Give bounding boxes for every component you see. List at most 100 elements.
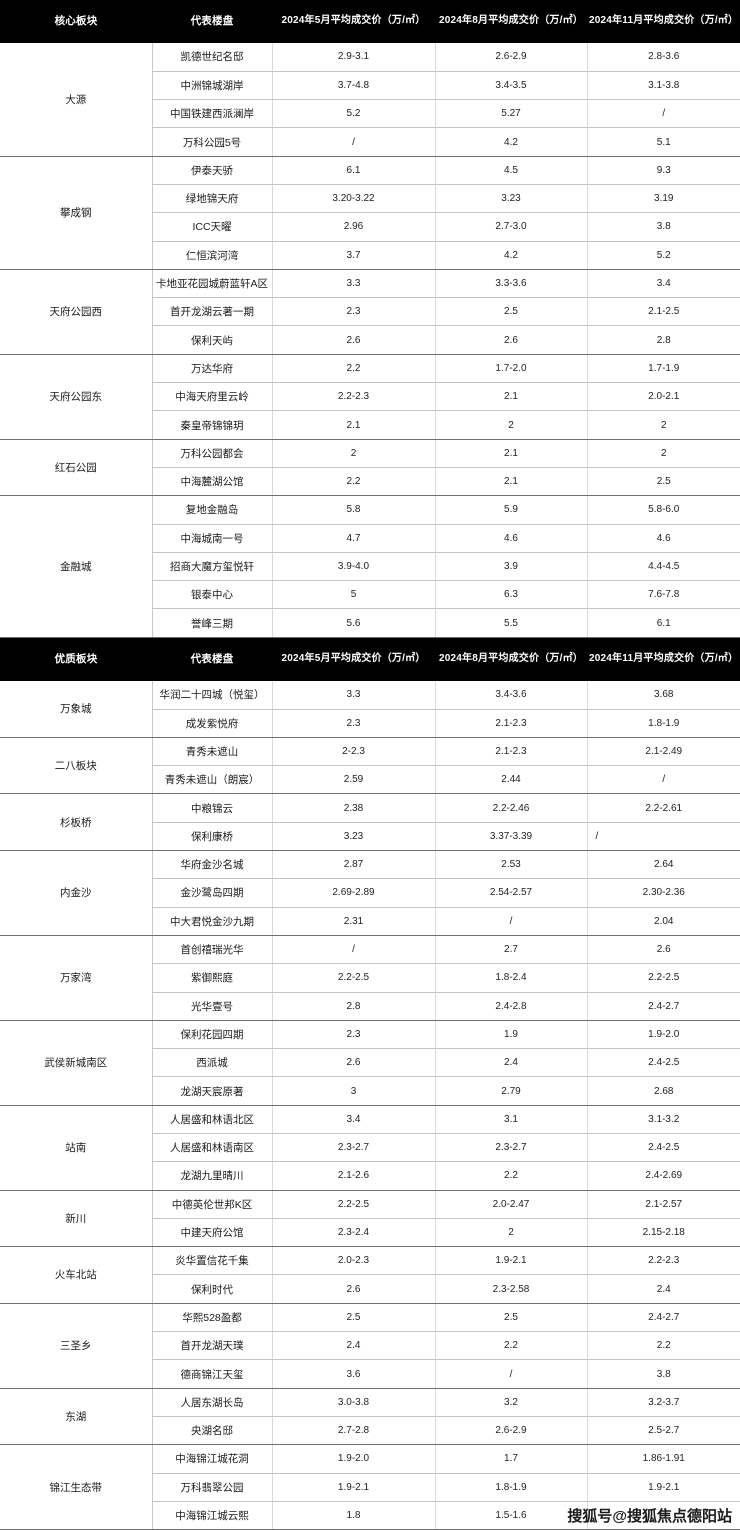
price-nov-cell: 3.2-3.7 (587, 1388, 740, 1417)
project-name-cell: 卡地亚花园城蔚蓝轩A区 (151, 269, 273, 299)
price-aug-cell: 2.1-2.3 (435, 737, 588, 767)
sector-cell: 金融城 (0, 495, 153, 638)
project-name-cell: 仁恒滨河湾 (151, 241, 273, 270)
price-may-cell: 1.8 (272, 1501, 436, 1530)
price-nov-cell: 2.15-2.18 (587, 1218, 740, 1248)
price-aug-cell: 5.5 (435, 608, 588, 638)
price-aug-cell: / (435, 907, 588, 936)
project-name-cell: 保利花园四期 (151, 1020, 273, 1050)
project-name-cell: 万科公园5号 (151, 127, 273, 157)
price-aug-cell: 4.2 (435, 127, 588, 157)
price-nov-cell: 2.6 (587, 935, 740, 965)
price-aug-cell: 1.7 (435, 1444, 588, 1474)
sector-cell: 天府公园东 (0, 354, 153, 440)
price-aug-cell: 6.3 (435, 580, 588, 610)
price-aug-cell: 2.1 (435, 382, 588, 412)
price-may-cell: 2.8 (272, 992, 436, 1021)
table-row: 大源 凯德世纪名邸 2.9-3.1 2.6-2.9 2.8-3.6 (0, 43, 740, 157)
price-aug-cell: 3.23 (435, 184, 588, 214)
price-nov-cell: 2.68 (587, 1076, 740, 1106)
table-row: 天府公园西 卡地亚花园城蔚蓝轩A区 3.3 3.3-3.6 3.4 (0, 269, 740, 355)
price-nov-cell: 2 (587, 410, 740, 440)
price-may-cell: 2.2-2.5 (272, 963, 436, 993)
price-nov-cell: 2.1-2.49 (587, 737, 740, 767)
project-name-cell: 绿地锦天府 (151, 184, 273, 214)
price-aug-cell: 1.9-2.1 (435, 1246, 588, 1276)
project-name-cell: 金沙鹭岛四期 (151, 878, 273, 908)
price-aug-cell: 2.1 (435, 467, 588, 497)
project-name-cell: 华熙528盈都 (151, 1303, 273, 1333)
price-aug-cell: 2.44 (435, 765, 588, 795)
column-header-nov: 2024年11月平均成交价（万/㎡） (587, 637, 740, 681)
column-header-nov: 2024年11月平均成交价（万/㎡） (587, 0, 740, 43)
table-row: 天府公园东 万达华府 2.2 1.7-2.0 1.7-1.9 (0, 354, 740, 440)
price-may-cell: 5.6 (272, 608, 436, 638)
table-row: 保利康桥 3.23 3.37-3.39/ (0, 822, 740, 852)
table-row: 秦皇帝锦锦玥 2.1 2 2 (0, 410, 740, 440)
table-row: 金融城 复地金融岛 5.8 5.9 5.8-6.0 (0, 495, 740, 638)
table-row: 中海麓湖公馆 2.2 2.1 2.5 (0, 467, 740, 497)
price-may-cell: 2.1-2.6 (272, 1161, 436, 1191)
price-aug-cell: 3.1 (435, 1105, 588, 1134)
price-aug-cell: 3.4-3.5 (435, 71, 588, 101)
price-aug-cell: 2.1 (435, 439, 588, 468)
price-nov-cell: 6.1 (587, 608, 740, 638)
project-name-cell: 华润二十四城（悦玺） (151, 680, 273, 710)
table-row: 新川 中德英伦世邦K区 2.2-2.5 2.0-2.47 2.1-2.57 (0, 1190, 740, 1248)
sector-cell: 二八板块 (0, 737, 153, 795)
table-row: 中国铁建西派澜岸 5.2 5.27/ (0, 99, 740, 129)
table-row: 招商大魔方玺悦轩 3.9-4.0 3.9 4.4-4.5 (0, 552, 740, 582)
project-name-cell: 中海城南一号 (151, 524, 273, 553)
price-aug-cell: 4.5 (435, 156, 588, 185)
price-nov-cell: 3.8 (587, 1359, 740, 1389)
price-may-cell: 2.59 (272, 765, 436, 795)
price-may-cell: 2.6 (272, 1048, 436, 1078)
price-may-cell: 2.87 (272, 850, 436, 880)
price-may-cell: 3.0-3.8 (272, 1388, 436, 1417)
price-nov-cell: 9.3 (587, 156, 740, 185)
price-aug-cell: 1.7-2.0 (435, 354, 588, 384)
price-may-cell: 3.20-3.22 (272, 184, 436, 214)
price-may-cell: 6.1 (272, 156, 436, 185)
price-may-cell: 2.2-2.3 (272, 382, 436, 412)
column-header-project: 代表楼盘 (152, 0, 272, 43)
table-row: 中建天府公馆 2.3-2.4 2 2.15-2.18 (0, 1218, 740, 1248)
price-may-cell: 2 (272, 439, 436, 468)
price-may-cell: 2.31 (272, 907, 436, 936)
price-nov-cell: 3.68 (587, 680, 740, 710)
table-row: 站南 人居盛和林语北区 3.4 3.1 3.1-3.2 (0, 1105, 740, 1191)
project-name-cell: 人居盛和林语南区 (151, 1133, 273, 1163)
table-row: 绿地锦天府 3.20-3.22 3.23 3.19 (0, 184, 740, 214)
price-may-cell: 3.3 (272, 269, 436, 299)
project-name-cell: 保利时代 (151, 1274, 273, 1304)
price-may-cell: 2.2 (272, 467, 436, 497)
price-nov-cell: 2.4-2.5 (587, 1048, 740, 1078)
sector-cell: 天府公园西 (0, 269, 153, 355)
table-header-row-core: 核心板块 代表楼盘 2024年5月平均成交价（万/㎡） 2024年8月平均成交价（万/… (0, 0, 740, 43)
price-aug-cell: 2.54-2.57 (435, 878, 588, 908)
price-may-cell: 2.3 (272, 297, 436, 327)
price-aug-cell: 2.2-2.46 (435, 793, 588, 823)
price-nov-cell: 2.2-2.61 (587, 793, 740, 823)
price-aug-cell: 2.79 (435, 1076, 588, 1106)
price-may-cell: 2.2 (272, 354, 436, 384)
price-may-cell: 3.23 (272, 822, 436, 852)
price-aug-cell: 2.4 (435, 1048, 588, 1078)
project-name-cell: 龙湖天宸原著 (151, 1076, 273, 1106)
table-row: 中洲锦城湖岸 3.7-4.8 3.4-3.5 3.1-3.8 (0, 71, 740, 101)
table-row: 中大君悦金沙九期 2.31/2.04 (0, 907, 740, 936)
column-header-aug: 2024年8月平均成交价（万/㎡） (435, 637, 587, 681)
price-nov-cell: 2.04 (587, 907, 740, 936)
project-name-cell: 万达华府 (151, 354, 273, 384)
sector-cell: 东湖 (0, 1388, 153, 1446)
price-aug-cell: 2.3-2.7 (435, 1133, 588, 1163)
project-name-cell: ICC天曜 (151, 212, 273, 242)
project-name-cell: 炎华置信花千集 (151, 1246, 273, 1276)
price-nov-cell: 2.2 (587, 1331, 740, 1361)
price-aug-cell: 5.9 (435, 495, 588, 525)
project-name-cell: 首创禧瑞光华 (151, 935, 273, 965)
price-may-cell: 2.6 (272, 1274, 436, 1304)
price-nov-cell: 1.9-2.0 (587, 1020, 740, 1050)
price-aug-cell: 4.6 (435, 524, 588, 553)
price-aug-cell: 1.8-2.4 (435, 963, 588, 993)
